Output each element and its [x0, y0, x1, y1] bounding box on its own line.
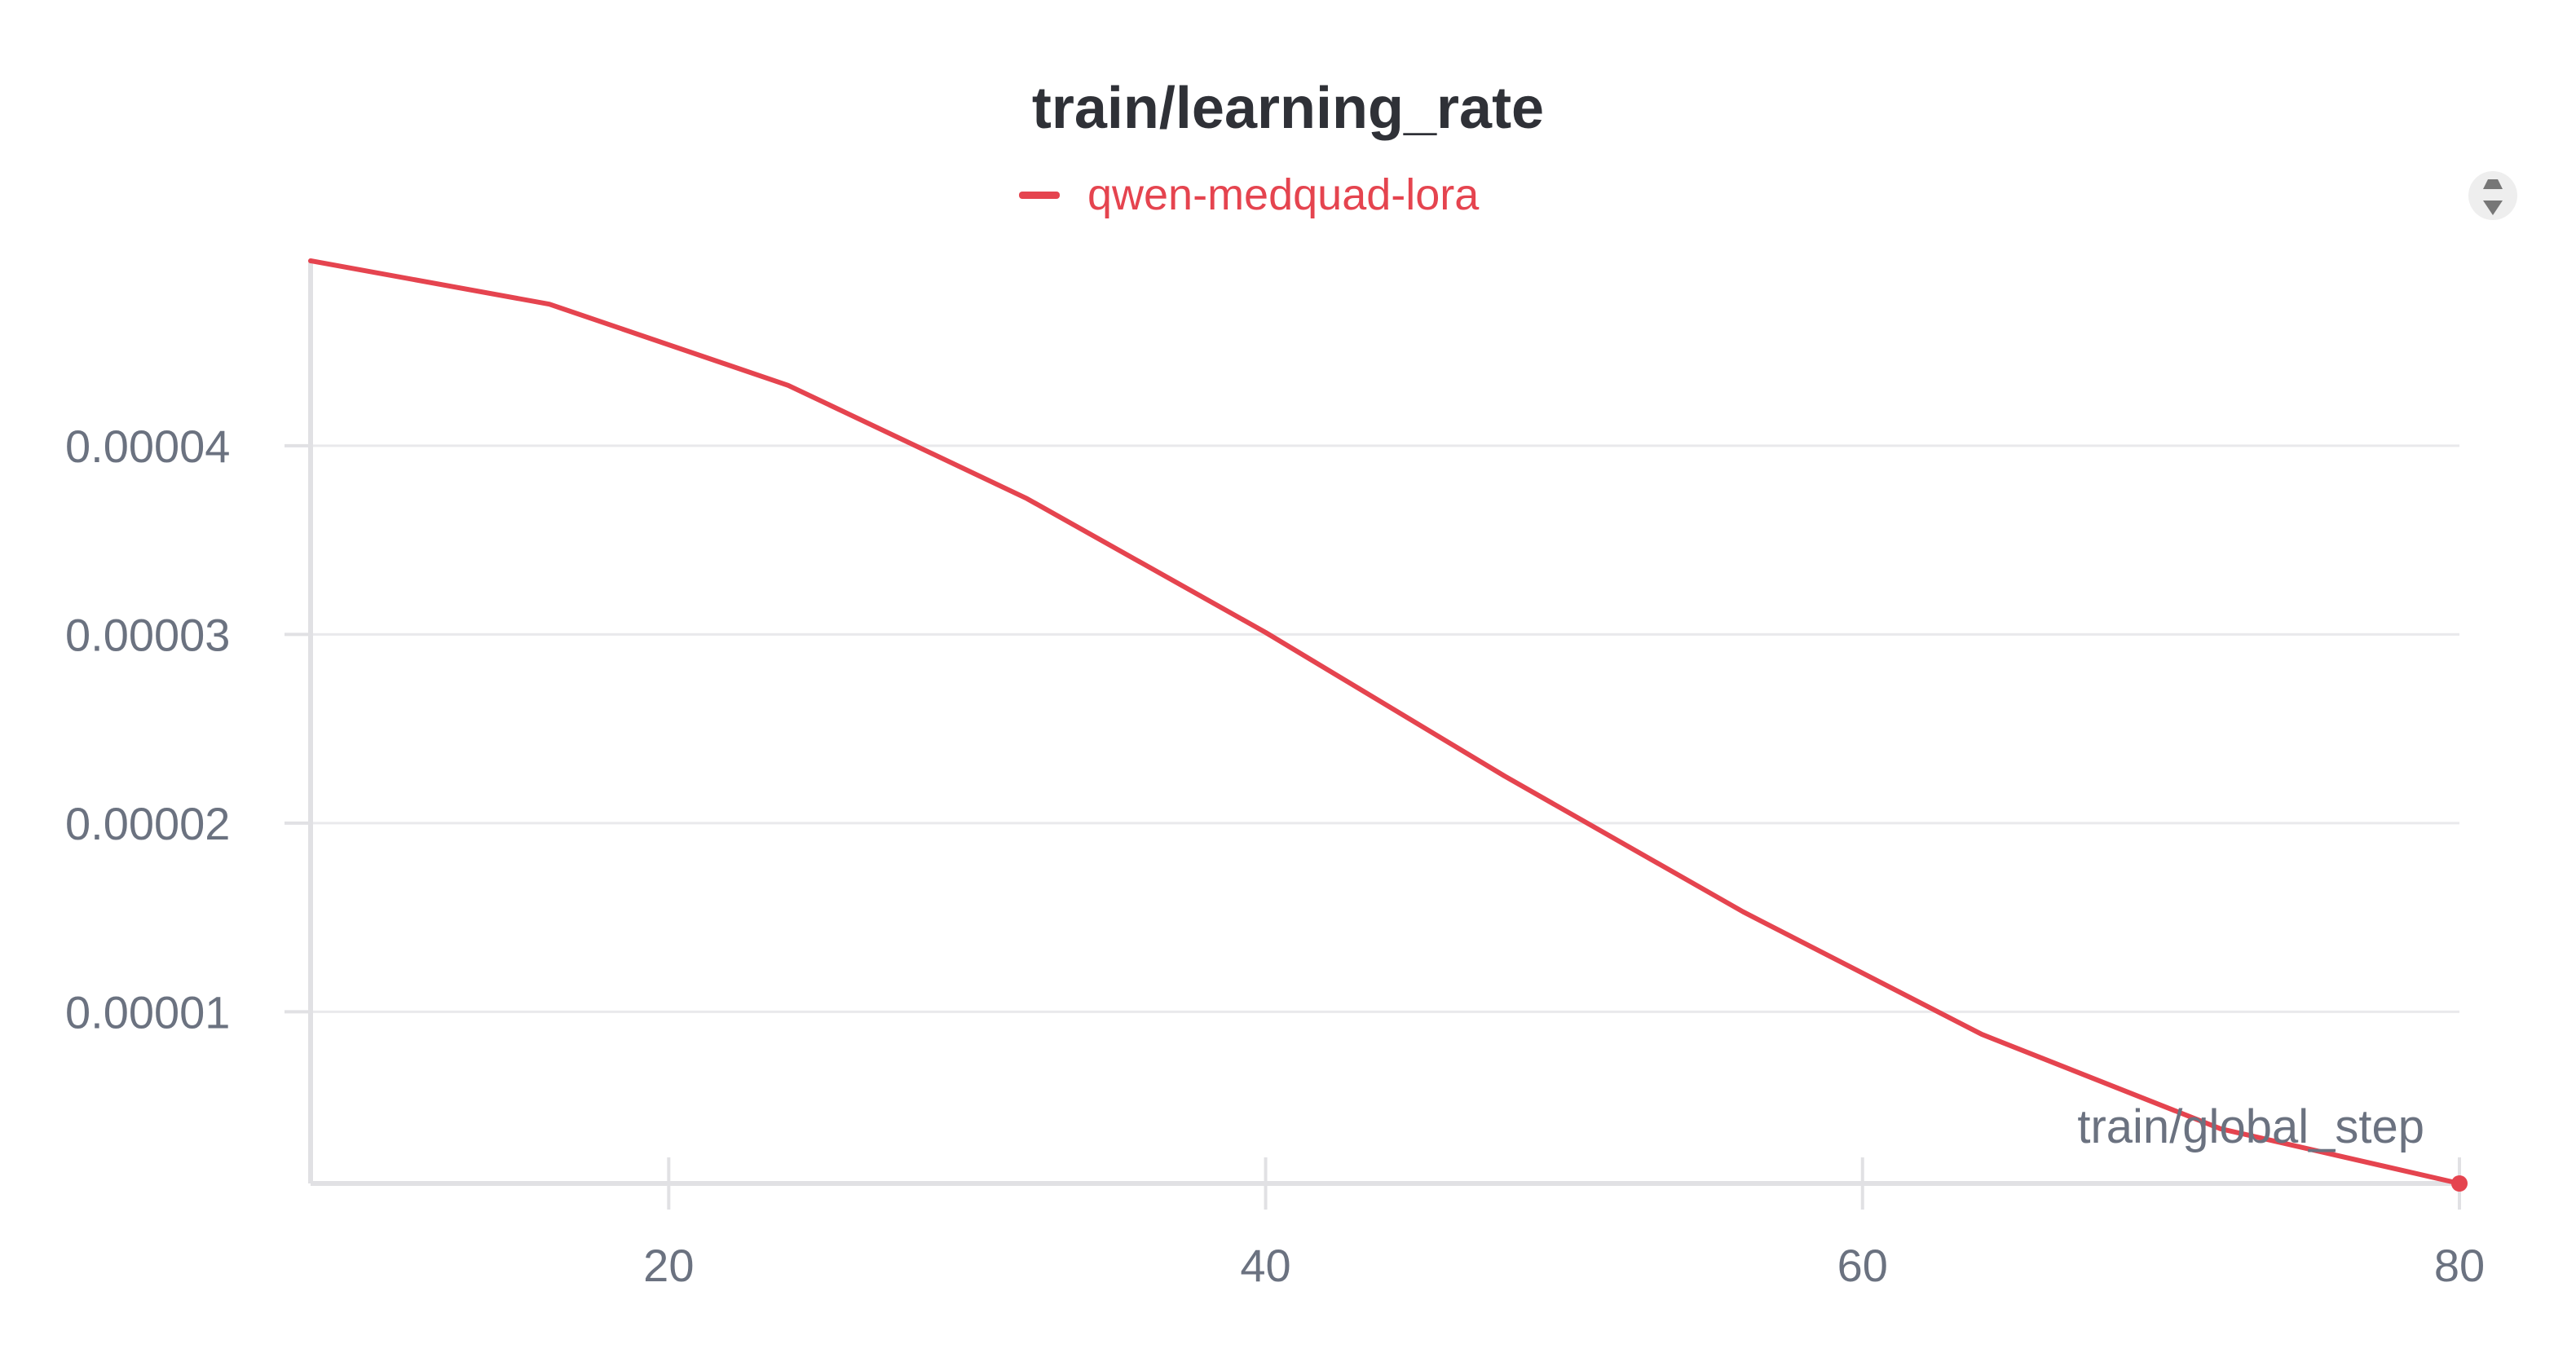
- data-point: [547, 302, 552, 306]
- x-tick-label: 60: [1837, 1240, 1888, 1291]
- data-point: [1979, 1032, 1984, 1037]
- y-tick-label: 0.00003: [65, 609, 230, 660]
- series-lines: [308, 258, 2468, 1192]
- legend-series-label: qwen-medquad-lora: [1087, 170, 1480, 219]
- data-point: [786, 383, 791, 388]
- y-tick-label: 0.00002: [65, 798, 230, 849]
- tick-labels: 0.00001 0.00002 0.00003 0.00004 20 40 60 80: [65, 421, 2485, 1291]
- x-tick-label: 80: [2434, 1240, 2485, 1291]
- data-point: [1025, 496, 1030, 501]
- series-line: [308, 258, 2462, 1186]
- x-tick-label: 40: [1240, 1240, 1290, 1291]
- axes: [285, 261, 2461, 1210]
- x-axis-label: train/global_step: [2077, 1100, 2424, 1153]
- grid-lines: [311, 444, 2459, 1013]
- data-point: [1264, 630, 1268, 635]
- x-tick-label: 20: [643, 1240, 694, 1291]
- data-point: [308, 258, 313, 263]
- y-tick-label: 0.00004: [65, 421, 230, 472]
- legend-scroll-arrows-icon[interactable]: [2468, 165, 2517, 227]
- y-tick-label: 0.00001: [65, 986, 230, 1038]
- data-point: [1740, 910, 1745, 914]
- data-point: [2451, 1175, 2468, 1192]
- data-point: [1502, 773, 1506, 778]
- chart-title: train/learning_rate: [1031, 76, 1545, 141]
- legend-swatch: [1019, 191, 1060, 199]
- legend[interactable]: qwen-medquad-lora: [1019, 170, 1479, 220]
